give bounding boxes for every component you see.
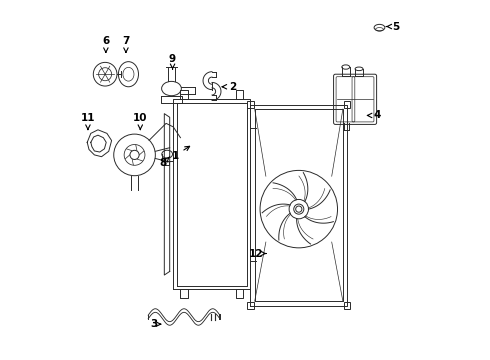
Text: 9: 9 bbox=[169, 54, 176, 69]
Text: 3: 3 bbox=[150, 319, 161, 329]
Text: 12: 12 bbox=[248, 248, 266, 258]
Bar bbox=[344, 302, 350, 309]
Bar bbox=[247, 302, 254, 309]
Text: 8: 8 bbox=[160, 157, 170, 168]
Text: 4: 4 bbox=[368, 111, 381, 121]
Circle shape bbox=[294, 204, 304, 214]
Text: 5: 5 bbox=[387, 22, 399, 32]
Bar bbox=[247, 102, 254, 108]
Text: 11: 11 bbox=[81, 113, 95, 129]
Text: 7: 7 bbox=[122, 36, 130, 52]
Circle shape bbox=[130, 150, 139, 159]
Text: 2: 2 bbox=[222, 82, 236, 92]
Bar bbox=[344, 102, 350, 108]
Text: 1: 1 bbox=[172, 146, 190, 161]
Text: 6: 6 bbox=[102, 36, 109, 52]
Text: 10: 10 bbox=[133, 113, 147, 129]
